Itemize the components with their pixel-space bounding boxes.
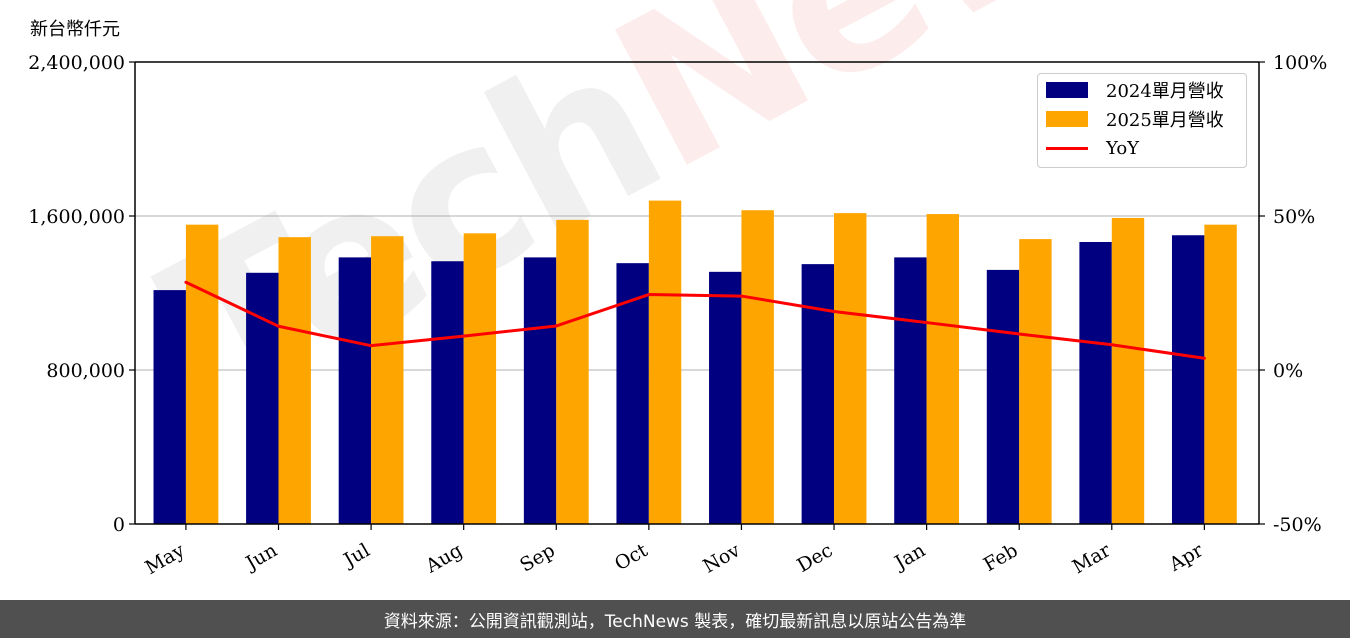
legend-swatch-2025	[1046, 111, 1088, 127]
yoy-point-feb	[1017, 332, 1021, 336]
legend-line-yoy	[1046, 146, 1088, 150]
x-tick-label-dec: Dec	[793, 539, 836, 577]
bar-2024-sep	[523, 257, 557, 524]
bar-2024-jan	[894, 257, 927, 524]
left-tick-label: 0	[113, 514, 125, 536]
y-axis-unit-label: 新台幣仟元	[30, 19, 120, 40]
bar-2025-may	[185, 224, 219, 524]
bar-2025-jun	[278, 237, 311, 525]
bar-2025-sep	[556, 219, 589, 524]
x-tick-label-jul: Jul	[338, 539, 373, 572]
x-tick-label-may: May	[141, 539, 188, 579]
x-tick-label-aug: Aug	[421, 539, 466, 578]
yoy-point-jun	[277, 324, 281, 328]
x-tick-label-jun: Jun	[240, 539, 281, 575]
legend-item-yoy: YoY	[1046, 137, 1139, 159]
bar-2024-mar	[1079, 241, 1112, 525]
yoy-line	[185, 280, 1205, 360]
bar-2025-jan	[926, 214, 960, 524]
bar-2024-may	[153, 290, 186, 524]
yoy-point-apr	[1202, 356, 1206, 360]
bar-2024-jul	[338, 257, 372, 524]
left-tick-label: 2,400,000	[28, 52, 125, 74]
bar-2025-feb	[1019, 239, 1052, 524]
bar-2025-apr	[1204, 224, 1237, 524]
bar-2024-nov	[709, 271, 742, 524]
right-tick-label: 0%	[1273, 360, 1303, 382]
bar-2024-oct	[616, 263, 649, 524]
legend-label-2024: 2024單月營收	[1106, 81, 1224, 102]
yoy-point-jan	[925, 321, 929, 325]
x-tick-label-sep: Sep	[516, 539, 559, 576]
bar-2024-apr	[1171, 235, 1205, 524]
x-tick-label-jan: Jan	[889, 539, 929, 575]
bar-2025-aug	[463, 233, 497, 524]
x-tick-label-mar: Mar	[1069, 539, 1115, 578]
bar-2025-dec	[834, 213, 867, 525]
bar-2025-oct	[648, 200, 682, 524]
bar-2025-mar	[1111, 217, 1145, 525]
x-tick-label-oct: Oct	[611, 539, 652, 575]
bar-2024-feb	[986, 269, 1020, 524]
legend-item-2025: 2025單月營收	[1046, 108, 1224, 131]
yoy-point-sep	[554, 324, 558, 328]
x-tick-label-feb: Feb	[980, 539, 1022, 576]
right-tick-label: 50%	[1273, 206, 1315, 228]
right-tick-label: -50%	[1273, 514, 1322, 536]
left-tick-label: 800,000	[46, 360, 125, 382]
bar-2025-nov	[741, 210, 774, 524]
revenue-chart: 0 800,000 1,600,000 2,400,000 -50% 0% 50% 100% M…	[28, 52, 1327, 579]
bar-2024-dec	[801, 264, 835, 524]
yoy-point-nov	[739, 294, 743, 298]
legend-label-yoy: YoY	[1106, 137, 1140, 159]
legend-swatch-2024	[1046, 82, 1088, 98]
bar-2024-jun	[246, 272, 279, 524]
x-tick-label-apr: Apr	[1165, 539, 1208, 576]
yoy-point-aug	[462, 334, 466, 338]
x-tick-label-nov: Nov	[699, 539, 744, 578]
yoy-point-jul	[369, 344, 373, 348]
yoy-point-mar	[1110, 343, 1114, 347]
right-tick-label: 100%	[1273, 52, 1327, 74]
chart-legend: 2024單月營收 2025單月營收 YoY	[1037, 73, 1247, 168]
bar-2024-aug	[431, 261, 464, 524]
yoy-point-may	[184, 280, 188, 284]
legend-label-2025: 2025單月營收	[1106, 110, 1224, 131]
source-footer: 資料來源：公開資訊觀測站，TechNews 製表，確切最新訊息以原站公告為準	[0, 600, 1350, 638]
legend-item-2024: 2024單月營收	[1046, 79, 1224, 102]
yoy-point-oct	[647, 293, 651, 297]
left-tick-label: 1,600,000	[28, 206, 125, 228]
bar-2025-jul	[371, 236, 404, 524]
yoy-point-dec	[832, 309, 836, 313]
